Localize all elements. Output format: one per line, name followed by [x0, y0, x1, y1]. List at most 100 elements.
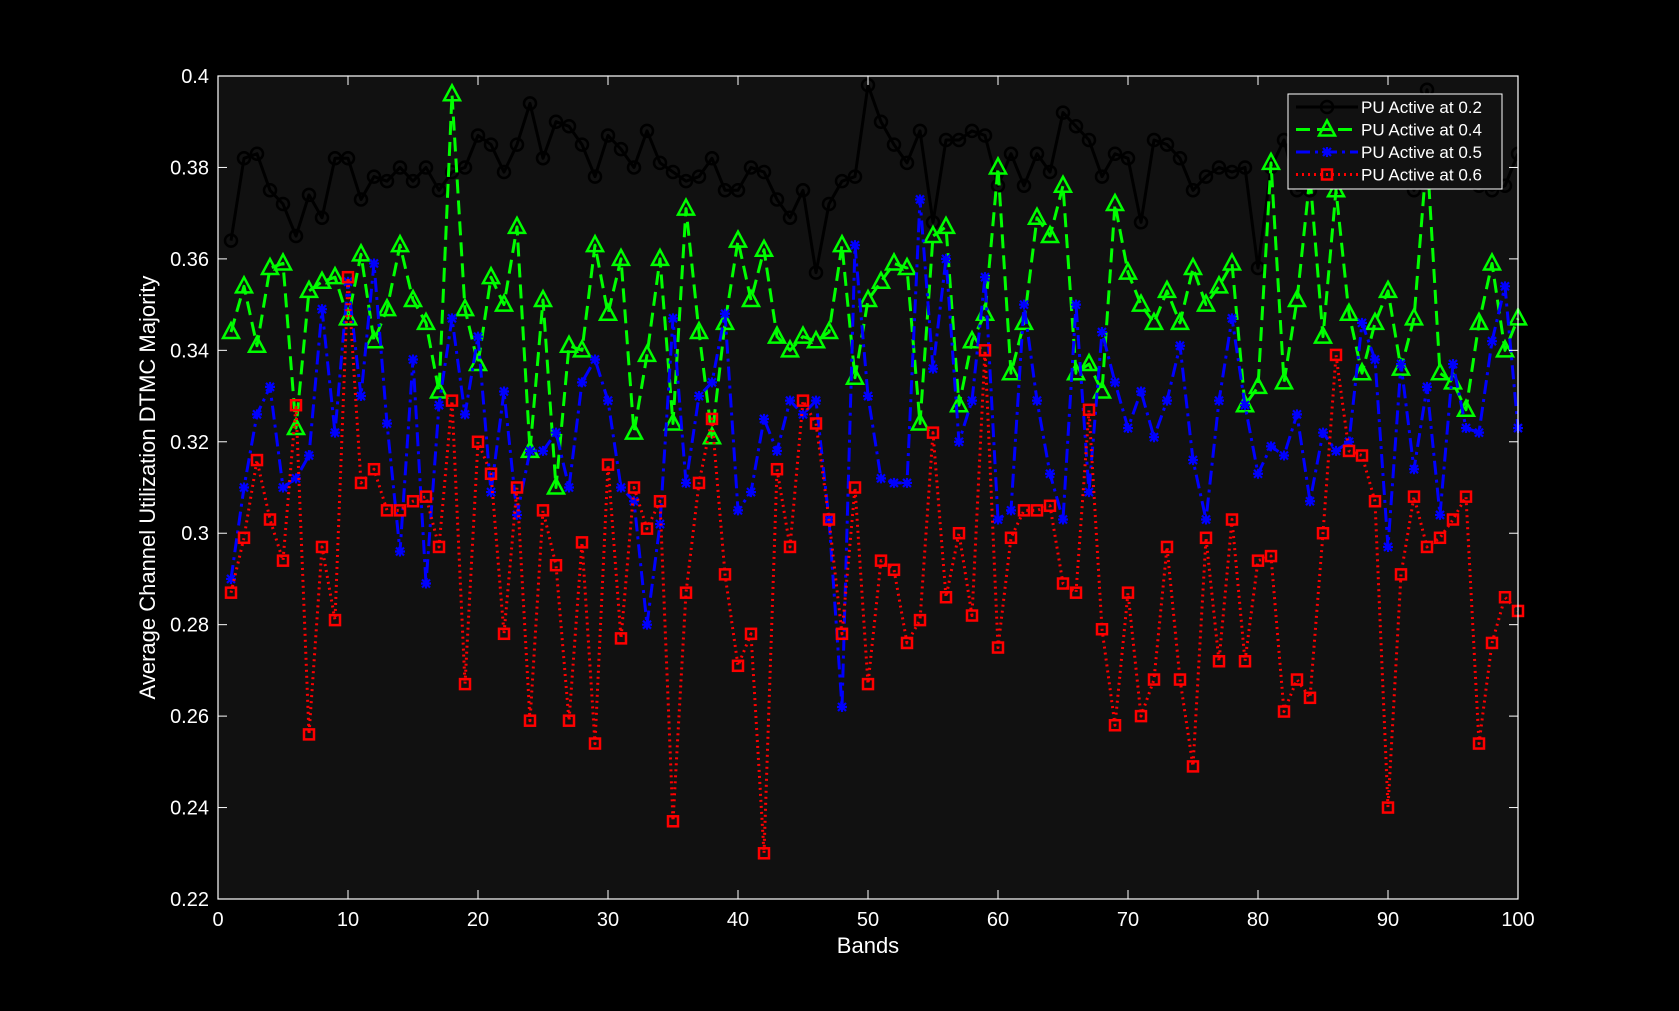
data-point — [1494, 338, 1516, 358]
data-point — [223, 233, 239, 248]
data-point — [1195, 292, 1217, 312]
data-point — [821, 196, 837, 212]
data-point — [720, 308, 730, 319]
legend-marker-sample — [1316, 117, 1338, 137]
data-point — [587, 169, 603, 184]
data-point — [835, 627, 849, 641]
data-point — [1039, 224, 1061, 244]
data-point — [1004, 531, 1018, 545]
data-point — [694, 391, 704, 402]
data-point — [1159, 137, 1175, 152]
data-point — [483, 137, 499, 152]
legend-samples — [1296, 99, 1358, 181]
data-point — [1058, 514, 1068, 525]
data-point — [1110, 377, 1120, 388]
series-line — [229, 92, 1520, 489]
data-point — [1377, 279, 1399, 299]
data-point — [588, 737, 602, 750]
data-point — [1420, 540, 1434, 554]
data-point — [753, 238, 775, 257]
data-point — [922, 224, 944, 244]
data-point — [1474, 427, 1484, 438]
x-tick-label: 50 — [857, 909, 879, 931]
data-point — [779, 338, 801, 358]
data-point — [639, 123, 655, 139]
data-point — [772, 445, 782, 456]
y-tick-label: 0.24 — [170, 798, 209, 820]
data-point — [707, 377, 717, 388]
legend: PU Active at 0.2 PU Active at 0.4 PU Act… — [1287, 93, 1503, 190]
x-tick-label: 20 — [467, 909, 489, 931]
data-point — [551, 427, 561, 438]
data-point — [948, 393, 970, 413]
plot-area — [218, 76, 1518, 899]
data-point — [236, 151, 252, 166]
data-point — [250, 453, 264, 467]
data-point — [434, 400, 444, 411]
data-point — [1214, 395, 1224, 406]
data-point — [756, 164, 772, 180]
data-point — [603, 395, 613, 406]
data-point — [691, 169, 707, 184]
data-point — [558, 334, 580, 354]
data-point — [1487, 336, 1497, 347]
data-point — [636, 343, 658, 363]
legend-label-pu-0-6: PU Active at 0.6 — [1361, 166, 1482, 185]
data-point — [525, 445, 535, 456]
data-point — [1429, 361, 1451, 381]
data-point — [1123, 423, 1133, 434]
data-point — [1227, 313, 1237, 324]
data-point — [1498, 590, 1512, 604]
data-point — [393, 504, 407, 517]
data-point — [1286, 288, 1308, 308]
data-point — [298, 279, 320, 299]
data-point — [782, 210, 798, 225]
data-point — [506, 215, 528, 235]
data-point — [926, 426, 940, 439]
data-point — [311, 270, 333, 289]
data-point — [564, 482, 574, 493]
data-point — [353, 192, 369, 207]
x-tick-label: 40 — [727, 909, 749, 931]
data-point — [967, 395, 977, 406]
data-point — [746, 487, 756, 498]
data-point — [1468, 311, 1490, 331]
data-point — [1292, 409, 1302, 420]
data-point — [1500, 281, 1510, 292]
data-point — [785, 395, 795, 406]
data-point — [705, 412, 719, 426]
data-point — [1381, 801, 1395, 814]
y-axis-ticks: 0.22 0.24 0.26 0.28 0.3 0.32 0.34 0.36 0.38 0.4 — [170, 66, 1518, 911]
data-point — [1043, 499, 1057, 513]
data-point — [418, 160, 434, 175]
data-point — [610, 247, 632, 267]
data-point — [1032, 395, 1042, 406]
data-point — [1120, 151, 1136, 166]
data-point — [1146, 132, 1162, 148]
data-point — [613, 141, 629, 157]
data-point — [549, 558, 563, 572]
data-point — [1091, 379, 1113, 399]
data-point — [913, 613, 927, 627]
data-point — [1238, 654, 1252, 668]
data-point — [769, 192, 785, 207]
data-point — [941, 253, 951, 264]
data-point — [470, 128, 486, 143]
data-point — [421, 578, 431, 589]
x-axis-label: Bands — [837, 933, 899, 958]
data-point — [1185, 183, 1201, 198]
data-point — [1383, 541, 1393, 552]
data-point — [665, 164, 681, 180]
data-point — [1264, 549, 1278, 563]
data-point — [285, 416, 307, 436]
y-tick-label: 0.38 — [170, 157, 209, 179]
data-point — [743, 160, 759, 175]
data-point — [1403, 306, 1425, 326]
series-2 — [220, 82, 1529, 495]
data-point — [1016, 178, 1032, 193]
data-point — [382, 418, 392, 429]
data-point — [1130, 292, 1152, 312]
data-point — [1448, 359, 1458, 370]
data-point — [1237, 160, 1253, 175]
data-point — [1068, 119, 1084, 134]
